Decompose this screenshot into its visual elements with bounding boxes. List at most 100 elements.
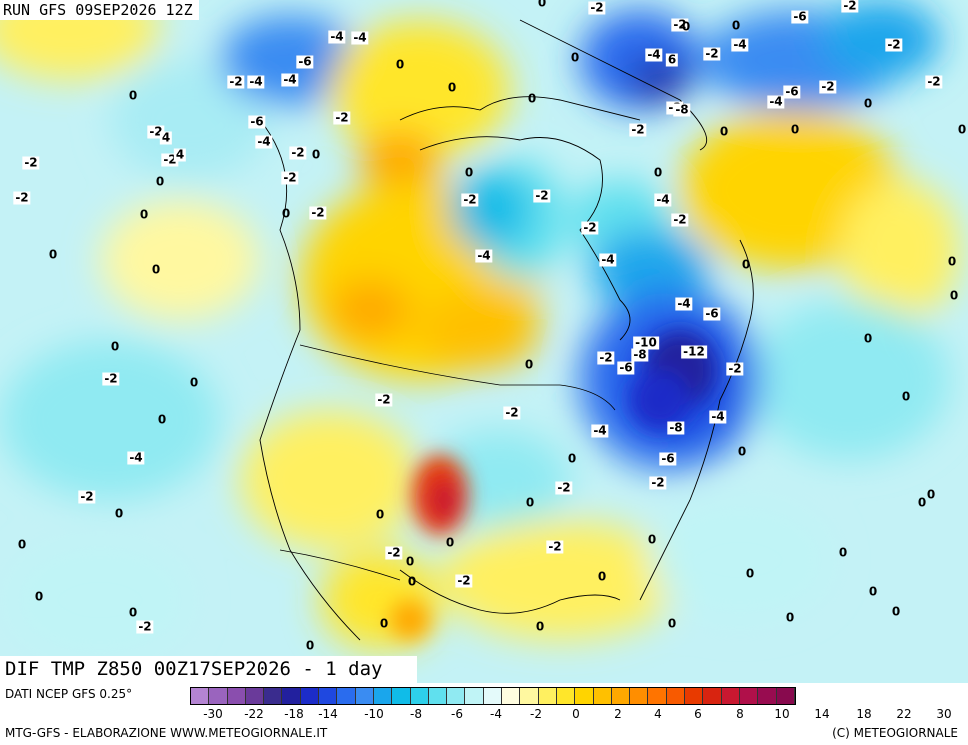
color-swatch [373, 688, 393, 704]
contour-label: 0 [311, 147, 321, 162]
contour-label: -2 [503, 405, 521, 420]
contour-label: 0 [741, 257, 751, 272]
color-swatch [300, 688, 320, 704]
color-swatch [776, 688, 795, 704]
color-swatch [556, 688, 576, 704]
color-scale-tick: 8 [736, 707, 744, 721]
contour-label: 0 [597, 569, 607, 584]
contour-label: -2 [227, 74, 245, 89]
contour-label: -6 [248, 114, 266, 129]
color-scale-tick: 18 [856, 707, 872, 721]
contour-label: -2 [726, 361, 744, 376]
contour-label: 0 [570, 50, 580, 65]
anomaly-field [0, 0, 960, 660]
contour-label: -4 [475, 248, 493, 263]
contour-label: 0 [567, 451, 577, 466]
contour-label: 0 [647, 532, 657, 547]
contour-label: 0 [305, 638, 315, 653]
contour-label: 0 [745, 566, 755, 581]
contour-label: -2 [671, 212, 689, 227]
contour-label: 0 [537, 0, 547, 10]
contour-label: 0 [957, 122, 967, 137]
contour-label: -4 [255, 134, 273, 149]
contour-label: 0 [151, 262, 161, 277]
contour-label: -2 [925, 74, 943, 89]
contour-label: -6 [791, 9, 809, 24]
contour-label: 0 [667, 616, 677, 631]
contour-label: -8 [673, 102, 691, 117]
contour-label: -10 [633, 335, 659, 350]
contour-label: 0 [139, 207, 149, 222]
legend: DATI NCEP GFS 0.25° -30 -22 -18 -14 -10 -8 -6-… [0, 683, 968, 745]
contour-label: 0 [653, 165, 663, 180]
color-swatch [611, 688, 631, 704]
contour-label: -2 [22, 155, 40, 170]
contour-label: 0 [375, 507, 385, 522]
contour-label: -4 [351, 30, 369, 45]
color-scale-tick: 2 [614, 707, 622, 721]
borders [279, 344, 616, 581]
color-swatch [666, 688, 686, 704]
contour-label: 0 [785, 610, 795, 625]
contour-label: 0 [395, 57, 405, 72]
contour-label: -4 [599, 252, 617, 267]
contour-label: -2 [588, 0, 606, 15]
contour-label: -2 [533, 188, 551, 203]
contour-label: -2 [13, 190, 31, 205]
contour-label: 0 [917, 495, 927, 510]
color-swatch [355, 688, 374, 704]
contour-label: -2 [281, 170, 299, 185]
contour-label: 0 [535, 619, 545, 634]
credit-left: MTG-GFS - ELABORAZIONE WWW.METEOGIORNALE… [5, 726, 328, 740]
contour-label: 0 [281, 206, 291, 221]
contour-label: -4 [767, 94, 785, 109]
contour-label: -4 [654, 192, 672, 207]
contour-label: -2 [78, 489, 96, 504]
contour-label: -2 [597, 350, 615, 365]
color-scale-tick: 14 [814, 707, 830, 721]
color-scale-tick: 30 [936, 707, 952, 721]
color-swatch [410, 688, 429, 704]
color-swatch [447, 688, 466, 704]
contour-label: -6 [659, 451, 677, 466]
contour-label: -2 [455, 573, 473, 588]
temperature-anomaly-map: -2-2-6-2-4-4-2-4-2-6-46-2-4-4-6-4-2-2-2-… [0, 0, 968, 683]
contour-label: -2 [885, 37, 903, 52]
coastlines [259, 19, 754, 641]
contour-label: 0 [48, 247, 58, 262]
map-canvas [0, 0, 968, 683]
color-swatch [502, 688, 521, 704]
legend-source-label: DATI NCEP GFS 0.25° [5, 687, 133, 701]
contour-label: 0 [737, 444, 747, 459]
contour-label: -4 [591, 423, 609, 438]
contour-label: 0 [407, 574, 417, 589]
contour-label: -4 [281, 72, 299, 87]
color-scale [190, 687, 796, 705]
color-swatch [593, 688, 612, 704]
color-swatch [703, 688, 722, 704]
color-swatch [392, 688, 411, 704]
contour-label: 0 [114, 506, 124, 521]
color-scale-tick: -18 [284, 707, 304, 721]
contour-label: 0 [110, 339, 120, 354]
contour-label: -4 [247, 74, 265, 89]
contour-label: 0 [157, 412, 167, 427]
color-swatch [483, 688, 503, 704]
contour-label: -2 [819, 79, 837, 94]
color-scale-tick: -6 [451, 707, 463, 721]
color-swatch [245, 688, 265, 704]
contour-label: -2 [649, 475, 667, 490]
contour-label: -2 [703, 46, 721, 61]
color-swatch [209, 688, 228, 704]
contour-label: -2 [546, 539, 564, 554]
contour-label: 0 [128, 605, 138, 620]
contour-label: 0 [868, 584, 878, 599]
color-swatch [648, 688, 667, 704]
color-swatch [575, 688, 594, 704]
contour-label: 0 [17, 537, 27, 552]
contour-label: 4 [173, 147, 187, 162]
contour-label: -2 [385, 545, 403, 560]
color-scale-tick: -30 [203, 707, 223, 721]
color-scale-tick: -22 [244, 707, 264, 721]
variable-title: DIF TMP Z850 00Z17SEP2026 - 1 day [0, 656, 417, 683]
